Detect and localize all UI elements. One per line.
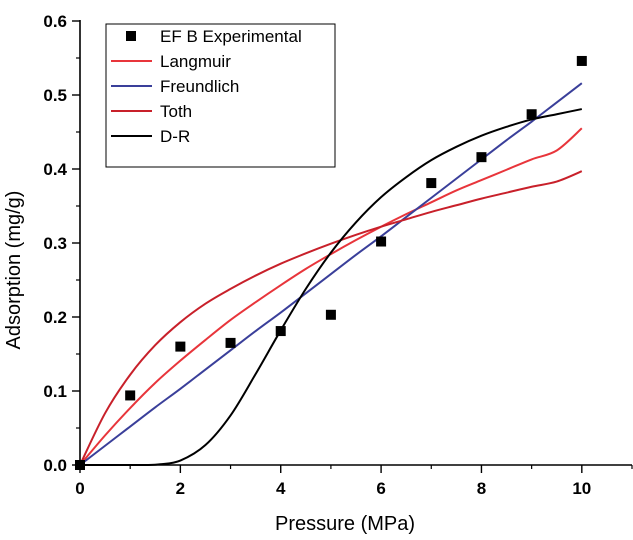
data-point [175, 341, 186, 352]
langmuir-line [79, 127, 583, 466]
x-axis-label: Pressure (MPa) [275, 513, 415, 535]
y-tick-label: 0.0 [43, 456, 67, 475]
legend-box [105, 23, 336, 168]
data-point [376, 236, 387, 247]
legend-label: Freundlich [160, 77, 239, 96]
data-point [476, 152, 487, 163]
x-tick-label: 10 [572, 479, 591, 498]
legend-label: Toth [160, 102, 192, 121]
data-point [526, 109, 537, 120]
legend-marker [126, 31, 136, 41]
data-point [576, 55, 587, 66]
data-point [275, 326, 286, 337]
y-tick-label: 0.3 [43, 234, 67, 253]
x-tick-label: 8 [477, 479, 486, 498]
y-tick-label: 0.6 [43, 12, 67, 31]
legend-label: D-R [160, 127, 190, 146]
y-tick-label: 0.4 [43, 160, 67, 179]
y-tick-label: 0.2 [43, 308, 67, 327]
data-point [426, 178, 437, 189]
y-tick-label: 0.5 [43, 86, 67, 105]
data-point [125, 390, 136, 401]
x-tick-label: 4 [276, 479, 286, 498]
x-tick-label: 0 [75, 479, 84, 498]
legend-label: Langmuir [160, 52, 231, 71]
freundlich-line [79, 82, 583, 466]
y-axis-label: Adsorption (mg/g) [3, 191, 25, 350]
data-point [325, 309, 336, 320]
toth-line [79, 170, 583, 466]
data-point [75, 460, 85, 470]
legend-label: EF B Experimental [160, 27, 302, 46]
dr-line [80, 108, 583, 467]
y-tick-label: 0.1 [43, 382, 67, 401]
x-tick-label: 6 [376, 479, 385, 498]
data-point [225, 337, 236, 348]
x-tick-label: 2 [176, 479, 185, 498]
